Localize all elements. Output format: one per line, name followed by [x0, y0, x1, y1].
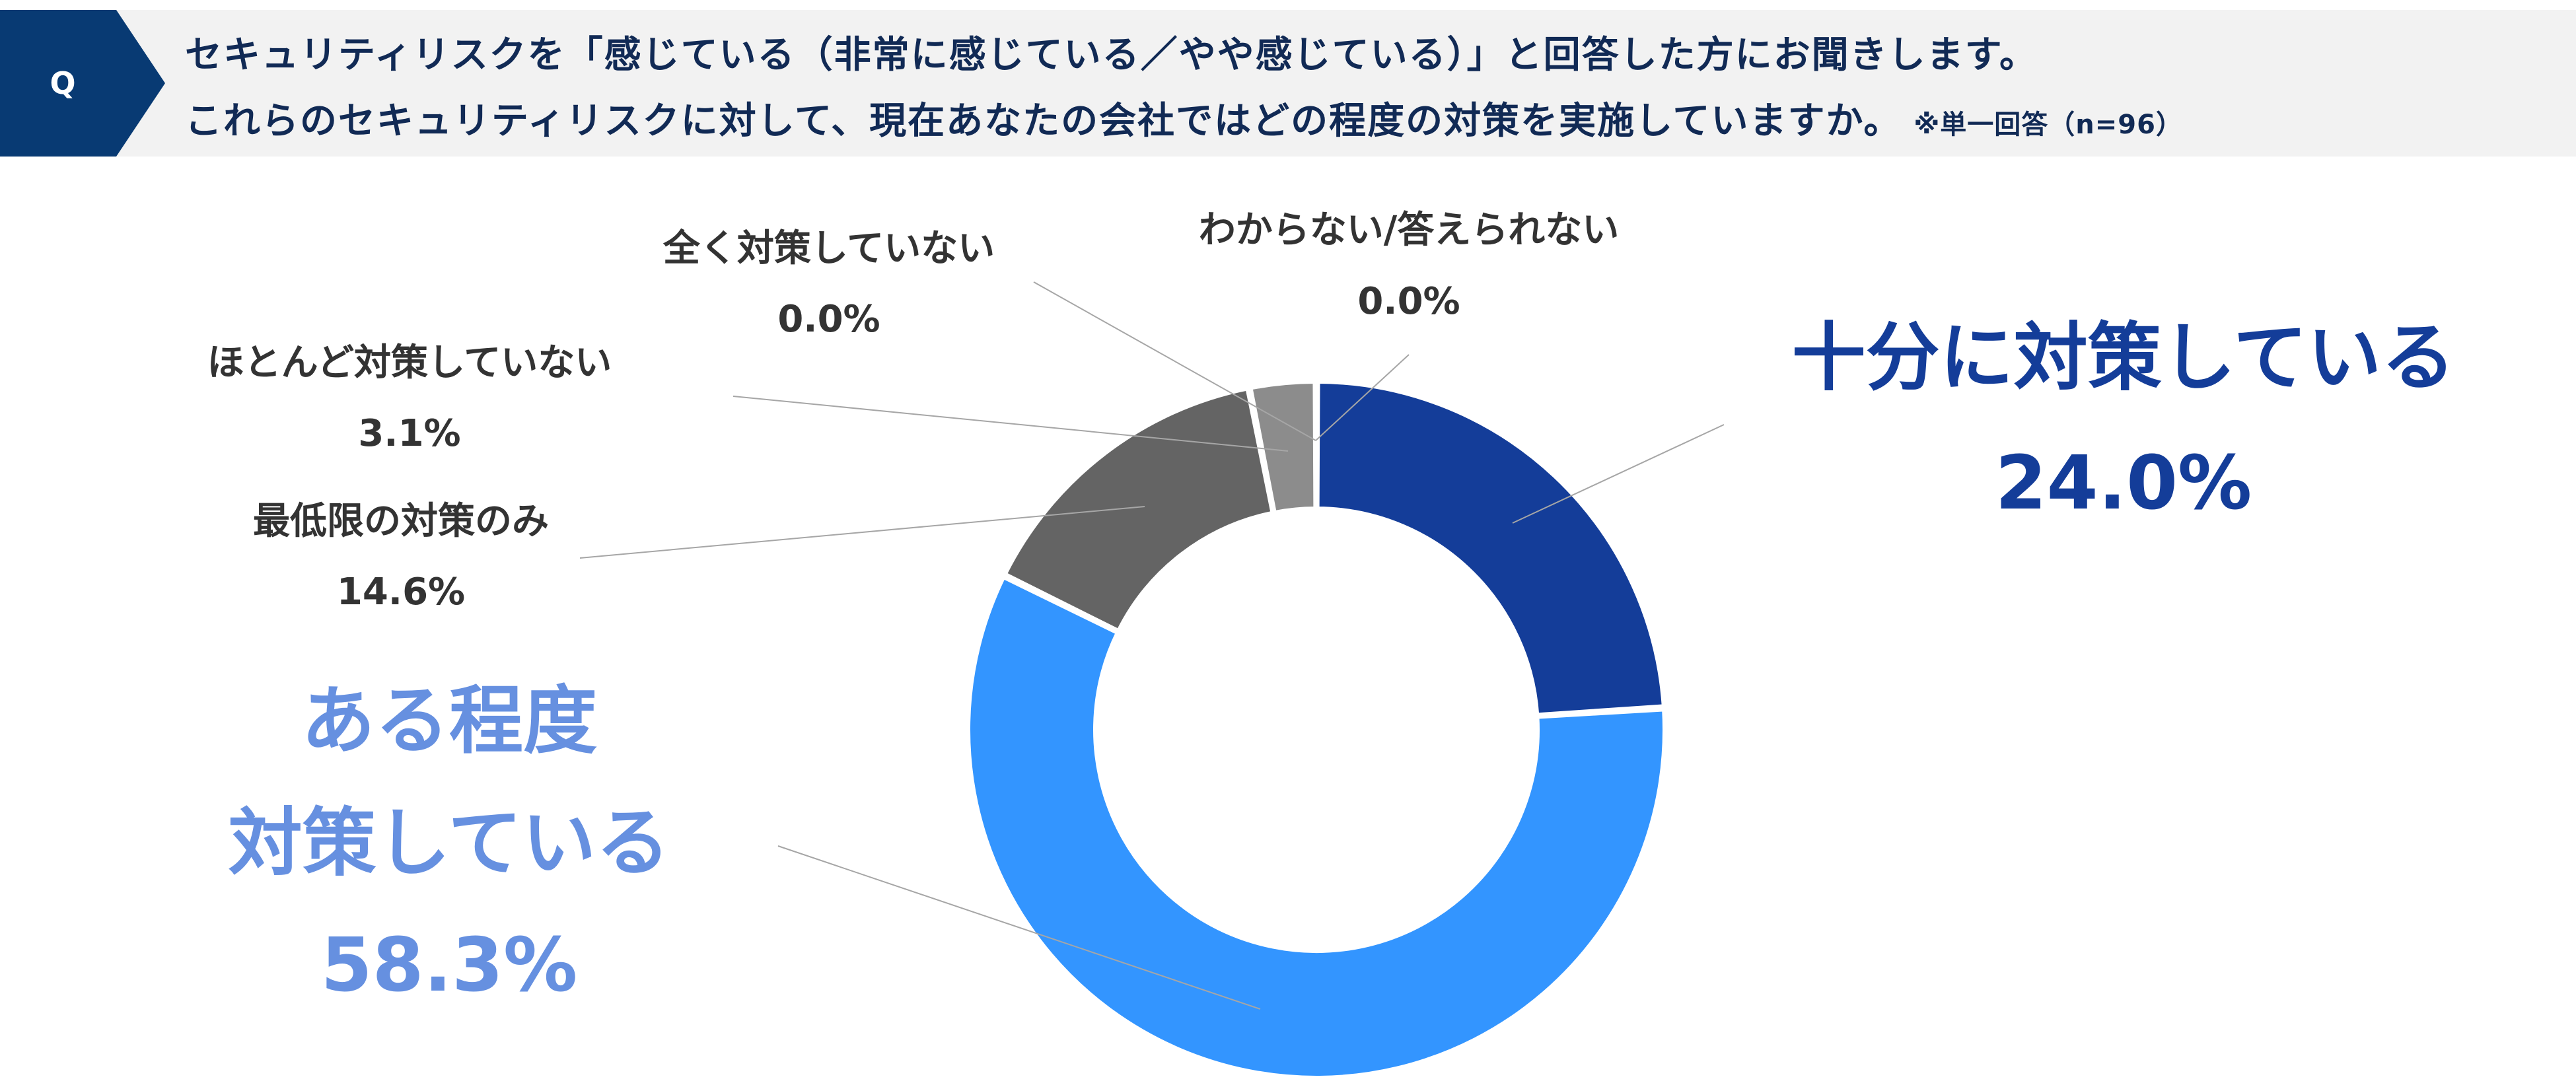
- slice-value-4: 0.0%: [777, 298, 880, 341]
- question-badge-label: Q: [50, 65, 76, 101]
- slice-value-3: 3.1%: [358, 412, 460, 455]
- donut-slice-3: [1248, 379, 1318, 515]
- slice-label-3: ほとんど対策していない: [207, 341, 612, 384]
- leader-line-5: [1315, 354, 1410, 441]
- leader-line-3: [733, 396, 1289, 452]
- slice-label-5: わからない/答えられない: [1199, 209, 1619, 252]
- question-text-line2-main: これらのセキュリティリスクに対して、現在あなたの会社ではどの程度の対策を実施して…: [185, 100, 1902, 143]
- question-text-line2: これらのセキュリティリスクに対して、現在あなたの会社ではどの程度の対策を実施して…: [185, 91, 2183, 145]
- slice-value-0: 24.0%: [1995, 440, 2252, 526]
- slice-value-1: 58.3%: [321, 923, 578, 1008]
- question-header: [0, 10, 2576, 157]
- slice-value-2: 14.6%: [337, 571, 465, 614]
- slice-label-1-0: ある程度: [301, 678, 597, 764]
- leader-line-2: [579, 506, 1145, 559]
- slice-label-0: 十分に対策している: [1792, 315, 2456, 401]
- question-text-line1: セキュリティリスクを「感じている（非常に感じている／やや感じている）」と回答した…: [185, 34, 2038, 77]
- leader-line-4: [1033, 281, 1316, 441]
- slice-value-5: 0.0%: [1357, 280, 1460, 323]
- question-note: ※単一回答（n=96）: [1914, 110, 2183, 140]
- slice-label-2: 最低限の対策のみ: [253, 500, 549, 543]
- donut-slice-0: [1315, 379, 1666, 717]
- donut-slice-2: [1002, 386, 1275, 634]
- leader-line-0: [1512, 424, 1725, 524]
- slice-label-4: 全く対策していない: [662, 227, 995, 270]
- donut-slice-1: [966, 574, 1666, 1080]
- slice-label-1-1: 対策している: [229, 800, 670, 886]
- leader-line-1: [777, 845, 1261, 1010]
